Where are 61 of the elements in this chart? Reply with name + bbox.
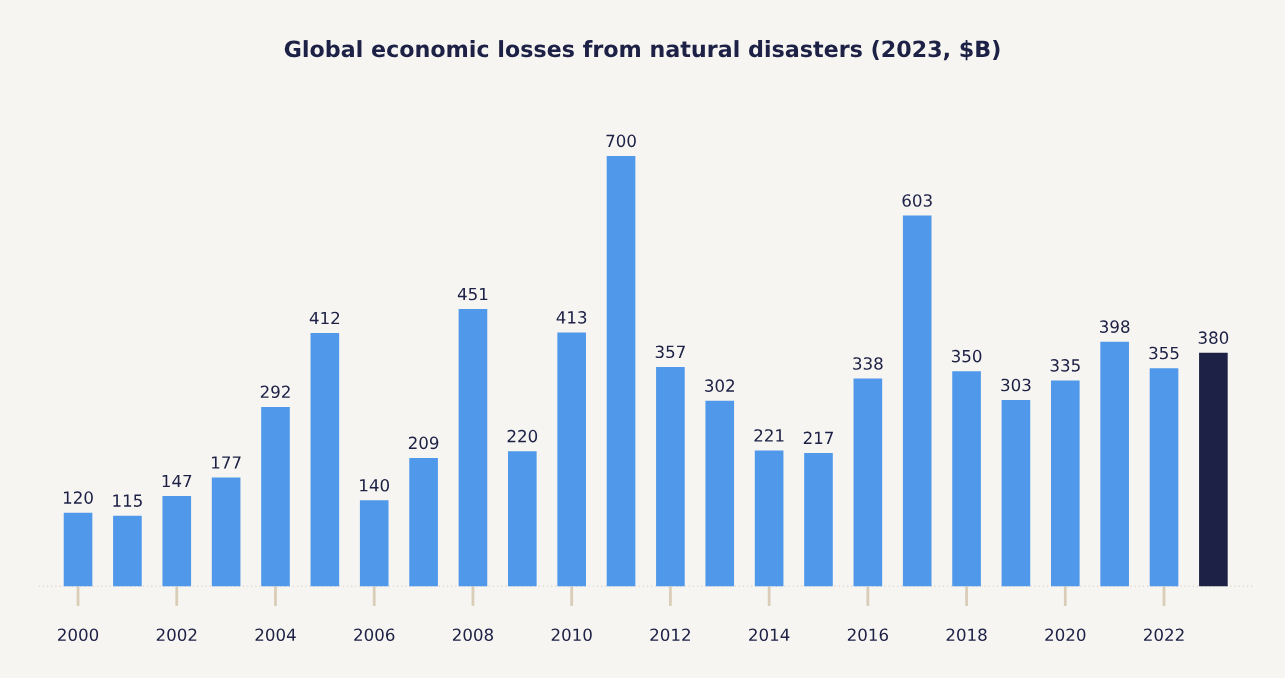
bar: [359, 500, 389, 587]
bar: [211, 477, 241, 587]
bar: [507, 451, 537, 587]
bar: [1199, 352, 1228, 587]
chart-title: Global economic losses from natural disasters (2023, $B): [284, 40, 1000, 61]
x-tick-label: 2008: [452, 628, 494, 642]
data-label: 380: [1198, 331, 1229, 344]
bar: [261, 406, 290, 587]
data-label: 303: [1001, 378, 1031, 392]
bar: [162, 496, 192, 587]
data-label: 338: [853, 357, 883, 370]
data-label: 700: [606, 134, 636, 148]
bar: [804, 453, 833, 587]
data-label: 220: [507, 429, 538, 443]
bar: [409, 457, 438, 587]
bar: [557, 332, 586, 587]
data-label: 147: [162, 474, 192, 488]
bar: [656, 366, 685, 587]
x-tick-label: 2020: [1045, 628, 1086, 642]
data-label: 357: [655, 345, 685, 359]
bar: [310, 333, 340, 587]
data-label: 335: [1050, 359, 1080, 372]
x-tick-label: 2014: [749, 628, 790, 642]
data-label: 292: [260, 385, 290, 399]
data-label: 350: [951, 349, 982, 363]
bar: [902, 215, 932, 587]
data-label: 398: [1100, 320, 1130, 333]
data-label: 140: [360, 478, 390, 492]
bar: [113, 515, 142, 587]
bar: [952, 371, 981, 587]
bar: [754, 450, 784, 587]
bar: [63, 512, 93, 587]
x-tick-label: 2006: [354, 628, 395, 642]
x-tick-label: 2018: [946, 628, 987, 642]
data-label: 451: [457, 287, 488, 301]
x-tick-label: 2022: [1144, 628, 1184, 642]
data-label: 120: [63, 491, 93, 504]
data-label: 412: [309, 311, 340, 325]
data-label: 302: [705, 379, 734, 392]
x-tick-label: 2012: [650, 628, 690, 642]
bar: [1100, 341, 1129, 587]
data-label: 177: [212, 456, 241, 469]
bar: [1001, 400, 1031, 587]
data-label: 603: [902, 194, 932, 207]
data-label: 221: [754, 429, 784, 442]
data-label: 115: [113, 494, 142, 507]
x-tick-label: 2000: [58, 628, 99, 642]
data-label: 209: [408, 436, 439, 450]
x-tick-label: 2002: [156, 628, 197, 642]
bar: [1149, 368, 1179, 587]
x-tick-label: 2004: [255, 628, 296, 642]
x-tick-label: 2010: [551, 628, 592, 642]
data-label: 413: [556, 311, 587, 324]
data-label: 355: [1149, 346, 1179, 360]
x-tick-label: 2016: [847, 628, 888, 642]
bar: [458, 309, 488, 587]
bar: [606, 155, 636, 587]
bar: [853, 378, 883, 587]
bar: [705, 400, 735, 587]
data-label: 217: [803, 431, 833, 444]
bar: [1050, 380, 1080, 587]
